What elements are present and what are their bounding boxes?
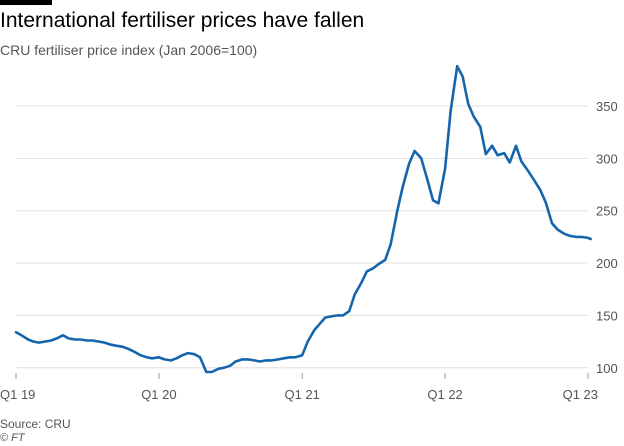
line-chart: 100 150 200 250 300 350 Q1 19 Q1 20 Q1 21 Q1 22 Q1…	[0, 64, 618, 402]
y-tick-label-300: 300	[596, 151, 618, 166]
x-tick-label-0: Q1 19	[0, 387, 35, 402]
y-tick-label-200: 200	[596, 256, 618, 271]
x-tick-label-3: Q1 22	[427, 387, 462, 402]
source-note: Source: CRU	[0, 417, 71, 431]
y-tick-label-250: 250	[596, 204, 618, 219]
series-line-0	[14, 64, 593, 374]
brand-bar	[0, 0, 52, 5]
y-tick-label-150: 150	[596, 308, 618, 323]
y-tick-label-100: 100	[596, 361, 618, 376]
chart-title: International fertiliser prices have fal…	[0, 9, 365, 32]
ft-credit: © FT	[0, 432, 25, 444]
x-tick-label-2: Q1 21	[284, 387, 319, 402]
chart-subtitle: CRU fertiliser price index (Jan 2006=100…	[0, 42, 258, 58]
x-tick-label-1: Q1 20	[141, 387, 176, 402]
x-tick-label-4: Q1 23	[563, 387, 598, 402]
y-tick-label-350: 350	[596, 99, 618, 114]
